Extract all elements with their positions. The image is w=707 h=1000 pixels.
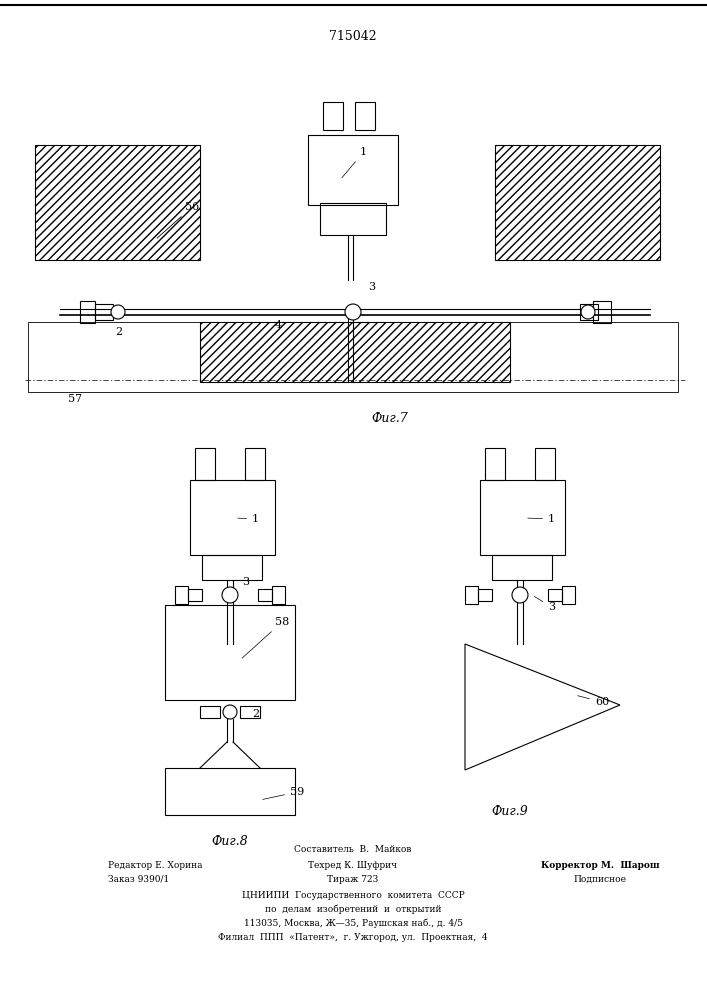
Bar [480, 480, 565, 555]
Text: 1: 1 [527, 514, 555, 524]
Bar [548, 589, 562, 601]
Text: 715042: 715042 [329, 30, 377, 43]
Text: 1: 1 [238, 514, 259, 524]
Bar [465, 586, 478, 604]
Bar [478, 589, 492, 601]
Bar [562, 586, 575, 604]
Bar [165, 605, 295, 700]
Bar [492, 555, 552, 580]
Bar [80, 301, 95, 323]
Text: по  делам  изобретений  и  открытий: по делам изобретений и открытий [264, 905, 441, 914]
Text: 3: 3 [242, 577, 249, 587]
Text: Филиал  ППП  «Патент»,  г. Ужгород, ул.  Проектная,  4: Филиал ППП «Патент», г. Ужгород, ул. Про… [218, 933, 488, 942]
Bar [190, 480, 275, 555]
Bar [320, 203, 386, 235]
Circle shape [345, 304, 361, 320]
Bar [165, 768, 295, 815]
Bar [593, 301, 611, 323]
Text: 113035, Москва, Ж—35, Раушская наб., д. 4/5: 113035, Москва, Ж—35, Раушская наб., д. … [243, 919, 462, 928]
Text: Тираж 723: Тираж 723 [327, 875, 379, 884]
Bar [188, 589, 202, 601]
Bar [323, 102, 343, 130]
Bar [245, 448, 265, 480]
Circle shape [581, 305, 595, 319]
Bar [495, 145, 660, 260]
Text: 56: 56 [157, 202, 199, 238]
Text: Техред К. Шуфрич: Техред К. Шуфрич [308, 861, 397, 870]
Text: 2: 2 [115, 327, 122, 337]
Bar [258, 589, 272, 601]
Text: Фиг.7: Фиг.7 [372, 412, 409, 425]
Bar [95, 304, 113, 320]
Text: 3: 3 [368, 282, 375, 292]
Bar [195, 448, 215, 480]
Text: 58: 58 [242, 617, 289, 658]
Bar [355, 102, 375, 130]
Text: Подписное: Подписное [573, 875, 626, 884]
Text: 1: 1 [341, 147, 367, 178]
Text: Составитель  В.  Майков: Составитель В. Майков [294, 845, 411, 854]
Circle shape [111, 305, 125, 319]
Bar [535, 448, 555, 480]
Bar [485, 448, 505, 480]
Text: 2: 2 [252, 709, 259, 719]
Circle shape [222, 587, 238, 603]
Text: 59: 59 [263, 787, 304, 799]
Bar [175, 586, 188, 604]
Text: Редактор Е. Хорина: Редактор Е. Хорина [108, 861, 202, 870]
Text: ЦНИИПИ  Государственного  комитета  СССР: ЦНИИПИ Государственного комитета СССР [242, 891, 464, 900]
Circle shape [223, 705, 237, 719]
Text: 60: 60 [578, 696, 609, 707]
Bar [200, 706, 220, 718]
Text: Корректор М.  Шарош: Корректор М. Шарош [541, 861, 660, 870]
Text: 4: 4 [275, 320, 282, 330]
Bar [272, 586, 285, 604]
Text: 57: 57 [68, 394, 82, 404]
Text: Заказ 9390/1: Заказ 9390/1 [108, 875, 169, 884]
Text: Фиг.9: Фиг.9 [491, 805, 528, 818]
Bar [308, 135, 398, 205]
Circle shape [512, 587, 528, 603]
Bar [28, 322, 678, 392]
Bar [35, 145, 200, 260]
Bar [202, 555, 262, 580]
Bar [580, 304, 598, 320]
Text: Фиг.8: Фиг.8 [211, 835, 248, 848]
Bar [240, 706, 260, 718]
Text: 3: 3 [534, 596, 555, 612]
Bar [200, 322, 510, 382]
